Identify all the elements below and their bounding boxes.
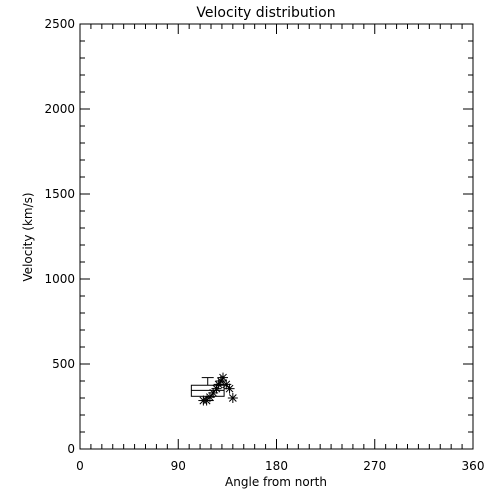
y-tick-label: 2000 (44, 102, 75, 116)
y-tick-label: 1000 (44, 272, 75, 286)
y-tick-label: 500 (52, 357, 75, 371)
x-tick-label: 270 (363, 459, 386, 473)
y-axis-label: Velocity (km/s) (21, 192, 35, 281)
x-tick-label: 360 (462, 459, 485, 473)
plot-frame (79, 23, 474, 450)
y-tick-label: 0 (67, 442, 75, 456)
axis-ticks (79, 23, 474, 450)
x-axis-label: Angle from north (225, 475, 327, 489)
y-tick-label: 1500 (44, 187, 75, 201)
x-tick-label: 90 (171, 459, 186, 473)
axis-tick-labels: 0 90 180 270 360 0 500 1000 1500 2000 2500 (44, 17, 484, 473)
data-point (224, 383, 235, 394)
chart-title: Velocity distribution (196, 5, 335, 21)
x-tick-label: 0 (76, 459, 84, 473)
data-point (227, 393, 238, 403)
y-tick-label: 2500 (44, 17, 75, 31)
data-points (198, 372, 238, 406)
x-tick-label: 180 (265, 459, 288, 473)
